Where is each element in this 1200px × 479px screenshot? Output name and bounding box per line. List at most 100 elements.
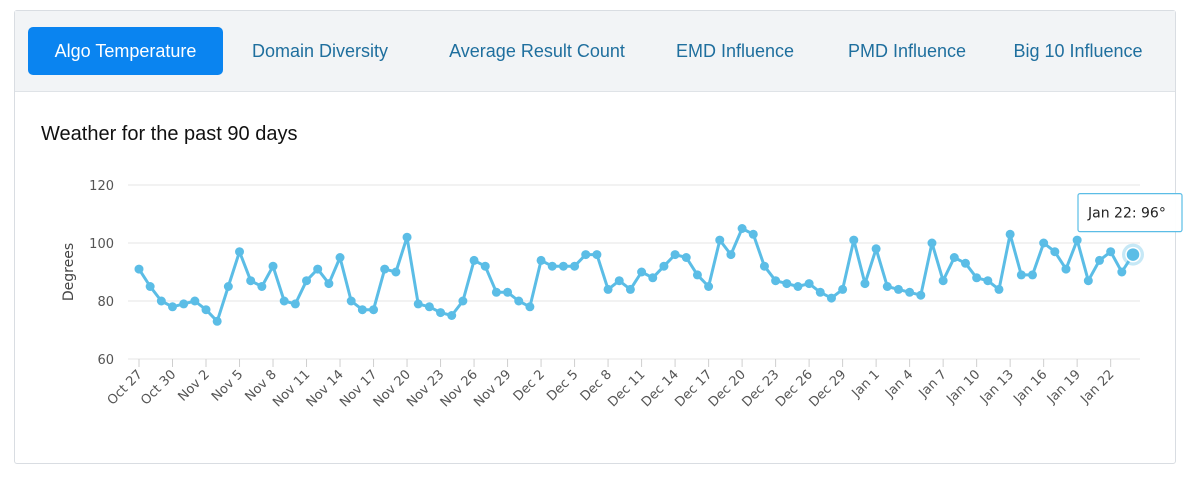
- data-point[interactable]: [223, 282, 233, 291]
- data-point[interactable]: [324, 279, 334, 289]
- data-point[interactable]: [145, 282, 155, 291]
- data-point[interactable]: [134, 264, 144, 274]
- x-tick-label: Jan 10: [943, 367, 983, 407]
- tab-emd-influence[interactable]: EMD Influence: [675, 41, 795, 61]
- data-point[interactable]: [402, 232, 412, 242]
- tab-algo-temperature[interactable]: Algo Temperature: [28, 27, 223, 75]
- data-point[interactable]: [927, 238, 937, 248]
- data-point[interactable]: [994, 284, 1004, 294]
- data-point[interactable]: [838, 284, 848, 294]
- data-point[interactable]: [860, 279, 870, 289]
- data-point[interactable]: [570, 261, 580, 271]
- data-point[interactable]: [335, 253, 345, 262]
- data-point[interactable]: [804, 279, 814, 289]
- data-point[interactable]: [1072, 235, 1082, 245]
- data-point[interactable]: [849, 235, 859, 245]
- data-point[interactable]: [525, 302, 535, 312]
- tab-big-10-influence[interactable]: Big 10 Influence: [1013, 41, 1143, 61]
- data-point[interactable]: [726, 250, 736, 260]
- data-point[interactable]: [201, 305, 211, 315]
- data-point[interactable]: [179, 299, 189, 309]
- data-point[interactable]: [346, 296, 356, 306]
- data-point[interactable]: [826, 293, 836, 303]
- data-point[interactable]: [458, 296, 468, 306]
- data-point[interactable]: [871, 244, 881, 254]
- data-point[interactable]: [782, 279, 792, 289]
- data-point[interactable]: [1027, 270, 1037, 280]
- data-point[interactable]: [916, 290, 926, 300]
- data-point[interactable]: [503, 287, 513, 297]
- data-point[interactable]: [692, 270, 702, 280]
- data-point[interactable]: [972, 273, 982, 283]
- data-point[interactable]: [603, 284, 613, 294]
- data-point[interactable]: [290, 299, 300, 309]
- data-point[interactable]: [514, 296, 524, 306]
- data-point[interactable]: [1050, 247, 1060, 257]
- data-point[interactable]: [938, 276, 948, 286]
- data-point[interactable]: [1083, 276, 1093, 286]
- data-point[interactable]: [313, 264, 323, 274]
- tab-domain-diversity[interactable]: Domain Diversity: [251, 41, 389, 61]
- data-point[interactable]: [469, 255, 479, 265]
- data-point[interactable]: [357, 305, 367, 315]
- data-point[interactable]: [436, 308, 446, 318]
- data-point[interactable]: [748, 229, 758, 239]
- data-point[interactable]: [1039, 238, 1049, 248]
- data-point[interactable]: [592, 250, 602, 260]
- data-point[interactable]: [670, 250, 680, 260]
- data-point[interactable]: [369, 305, 379, 315]
- data-point[interactable]: [905, 287, 915, 297]
- data-point[interactable]: [380, 264, 390, 274]
- data-point[interactable]: [949, 253, 959, 262]
- data-point[interactable]: [659, 261, 669, 271]
- data-point[interactable]: [1061, 264, 1071, 274]
- data-point[interactable]: [302, 276, 312, 286]
- tab-average-result-count[interactable]: Average Result Count: [449, 41, 625, 61]
- data-point[interactable]: [983, 276, 993, 286]
- data-point[interactable]: [625, 284, 635, 294]
- data-point[interactable]: [279, 296, 289, 306]
- data-point[interactable]: [737, 224, 747, 233]
- data-point[interactable]: [681, 253, 691, 262]
- data-point[interactable]: [771, 276, 781, 286]
- data-point[interactable]: [268, 261, 278, 271]
- y-axis-label: Degrees: [61, 243, 77, 301]
- data-point[interactable]: [704, 282, 714, 291]
- data-point[interactable]: [246, 276, 256, 286]
- data-point[interactable]: [793, 282, 803, 291]
- data-point[interactable]: [536, 255, 546, 265]
- data-point[interactable]: [212, 316, 222, 326]
- data-point[interactable]: [1016, 270, 1026, 280]
- data-point[interactable]: [759, 261, 769, 271]
- data-point[interactable]: [1005, 229, 1015, 239]
- data-point[interactable]: [893, 284, 903, 294]
- data-point[interactable]: [424, 302, 434, 312]
- data-point[interactable]: [882, 282, 892, 291]
- data-point[interactable]: [480, 261, 490, 271]
- data-point[interactable]: [1094, 255, 1104, 265]
- data-point[interactable]: [581, 250, 591, 260]
- data-point[interactable]: [447, 311, 457, 320]
- data-point[interactable]: [391, 267, 401, 277]
- data-point[interactable]: [558, 261, 568, 271]
- data-point[interactable]: [960, 258, 970, 268]
- data-point[interactable]: [190, 296, 200, 306]
- data-point[interactable]: [413, 299, 423, 309]
- data-point[interactable]: [614, 276, 624, 286]
- data-point[interactable]: [257, 282, 267, 291]
- data-point[interactable]: [637, 267, 647, 277]
- tooltip-text: Jan 22: 96°: [1087, 206, 1166, 222]
- data-point[interactable]: [815, 287, 825, 297]
- data-point[interactable]: [491, 287, 501, 297]
- data-point[interactable]: [1106, 247, 1116, 257]
- data-point-highlight[interactable]: [1125, 246, 1141, 263]
- data-point[interactable]: [168, 302, 178, 312]
- data-point[interactable]: [715, 235, 725, 245]
- data-point[interactable]: [547, 261, 557, 271]
- data-point[interactable]: [648, 273, 658, 283]
- data-point[interactable]: [235, 247, 245, 257]
- tab-pmd-influence[interactable]: PMD Influence: [847, 41, 967, 61]
- data-point[interactable]: [1117, 267, 1127, 277]
- data-point[interactable]: [156, 296, 166, 306]
